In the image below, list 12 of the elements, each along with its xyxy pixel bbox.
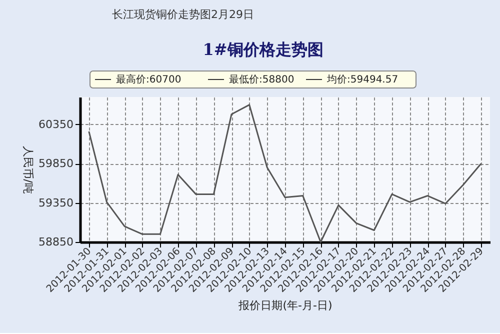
- chart-title: 1#铜价格走势图: [202, 40, 324, 59]
- text: 均价:59494.57: [326, 74, 398, 86]
- y-tick-label: 59850: [38, 157, 74, 170]
- y-tick-label: 59350: [38, 196, 74, 210]
- x-axis-title: 报价日期(年-月-日): [238, 299, 332, 312]
- y-tick-label: 60350: [38, 118, 74, 131]
- y-axis-title: 人民币/吨: [22, 146, 35, 194]
- text: 最高价:60700: [116, 74, 182, 86]
- line-series: [88, 104, 482, 243]
- y-tick-label: 58850: [38, 236, 74, 248]
- chart-subtitle: 长江现货铜价走势图2月29日: [112, 8, 254, 21]
- text: 最低价:58800: [229, 74, 294, 86]
